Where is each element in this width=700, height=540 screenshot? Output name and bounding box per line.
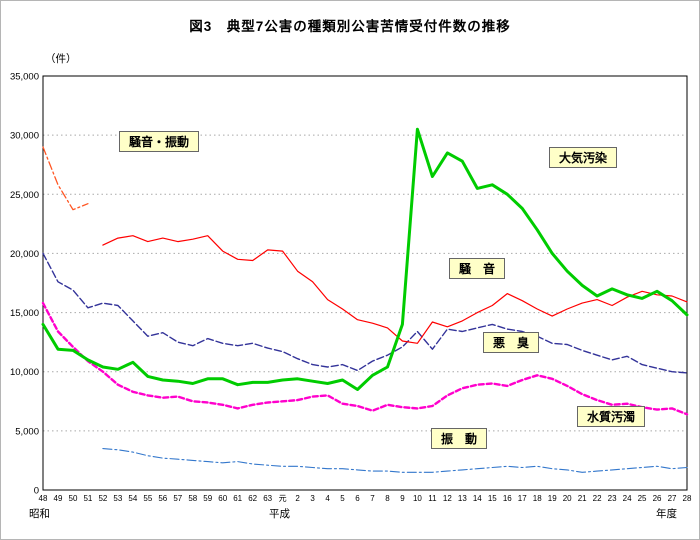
svg-text:25: 25	[638, 494, 647, 503]
svg-text:50: 50	[69, 494, 78, 503]
svg-text:10: 10	[413, 494, 422, 503]
svg-text:8: 8	[385, 494, 390, 503]
svg-text:27: 27	[668, 494, 677, 503]
svg-text:59: 59	[203, 494, 212, 503]
svg-text:25,000: 25,000	[10, 190, 39, 201]
series-label-water-pollution: 水質汚濁	[577, 406, 646, 427]
svg-text:53: 53	[113, 494, 122, 503]
svg-text:26: 26	[653, 494, 662, 503]
svg-text:48: 48	[39, 494, 48, 503]
svg-text:15: 15	[488, 494, 497, 503]
svg-text:63: 63	[263, 494, 272, 503]
svg-text:5: 5	[340, 494, 345, 503]
svg-text:12: 12	[443, 494, 452, 503]
svg-text:22: 22	[593, 494, 602, 503]
svg-text:49: 49	[54, 494, 63, 503]
x-axis-unit-label: 年度	[656, 508, 677, 520]
svg-text:5,000: 5,000	[15, 426, 39, 437]
svg-text:35,000: 35,000	[10, 72, 39, 83]
era-label-showa: 昭和	[29, 508, 50, 520]
svg-text:16: 16	[503, 494, 512, 503]
svg-text:56: 56	[158, 494, 167, 503]
svg-text:17: 17	[518, 494, 527, 503]
series-line-odor	[42, 252, 688, 374]
svg-text:2: 2	[295, 494, 300, 503]
series-label-vibration: 振 動	[431, 428, 488, 449]
svg-text:58: 58	[188, 494, 197, 503]
svg-text:62: 62	[248, 494, 257, 503]
y-axis-labels: 0 5,000 10,000 15,000 20,000 25,000 30,000 35,0…	[10, 72, 39, 497]
series-line-vibration	[102, 448, 688, 473]
svg-text:52: 52	[98, 494, 107, 503]
svg-text:7: 7	[370, 494, 375, 503]
svg-text:55: 55	[143, 494, 152, 503]
svg-text:28: 28	[683, 494, 692, 503]
series-line-noise-vibration	[42, 146, 89, 211]
x-axis-labels: 48 49 50 51 52 53 54 55 56 57 58 59 60 61 62 63 元 2 3 4 5 6 7 8…	[39, 494, 692, 503]
svg-text:21: 21	[578, 494, 587, 503]
svg-text:23: 23	[608, 494, 617, 503]
svg-text:19: 19	[548, 494, 557, 503]
svg-text:18: 18	[533, 494, 542, 503]
svg-text:10,000: 10,000	[10, 367, 39, 378]
y-axis-unit-label: （件）	[45, 53, 77, 65]
gridlines	[43, 134, 687, 432]
svg-text:57: 57	[173, 494, 182, 503]
svg-text:51: 51	[83, 494, 92, 503]
series-lines	[41, 127, 689, 473]
svg-text:20,000: 20,000	[10, 249, 39, 260]
series-line-water-pollution	[41, 301, 689, 416]
svg-text:13: 13	[458, 494, 467, 503]
svg-text:元: 元	[279, 494, 287, 503]
line-chart: 0 5,000 10,000 15,000 20,000 25,000 30,000 35,0…	[10, 72, 692, 504]
svg-text:15,000: 15,000	[10, 308, 39, 319]
svg-text:9: 9	[400, 494, 405, 503]
svg-text:60: 60	[218, 494, 227, 503]
svg-text:0: 0	[34, 486, 39, 497]
series-label-noise-vibration: 騒音・振動	[119, 131, 200, 152]
svg-text:6: 6	[355, 494, 360, 503]
svg-text:3: 3	[310, 494, 315, 503]
series-line-noise	[102, 235, 688, 344]
plot-border	[42, 75, 688, 491]
svg-text:54: 54	[128, 494, 137, 503]
series-line-air-pollution	[41, 127, 689, 391]
series-label-odor: 悪 臭	[483, 332, 540, 353]
series-label-air-pollution: 大気汚染	[549, 147, 618, 168]
svg-text:24: 24	[623, 494, 632, 503]
svg-text:61: 61	[233, 494, 242, 503]
svg-text:4: 4	[325, 494, 330, 503]
svg-text:20: 20	[563, 494, 572, 503]
series-label-noise: 騒 音	[449, 258, 506, 279]
svg-text:30,000: 30,000	[10, 131, 39, 142]
svg-text:11: 11	[428, 494, 437, 503]
figure-title: 図3 典型7公害の種類別公害苦情受付件数の推移	[189, 19, 511, 34]
svg-text:14: 14	[473, 494, 482, 503]
era-label-heisei: 平成	[269, 508, 290, 520]
